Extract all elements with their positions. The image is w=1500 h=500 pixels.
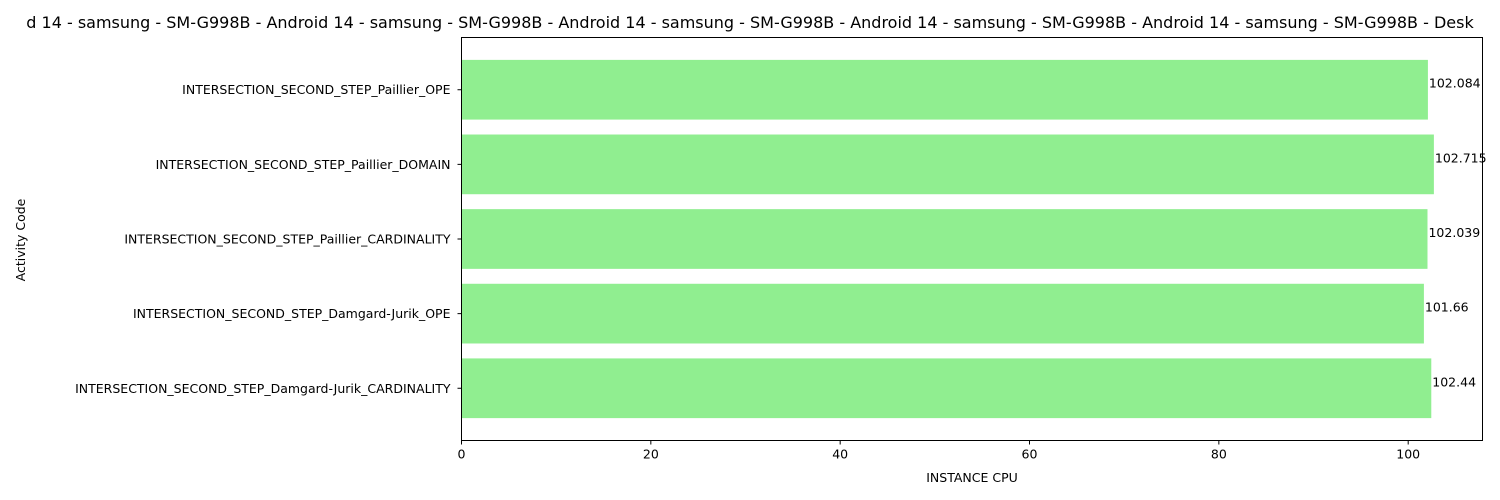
x-tick-label-4: 80 [1211,447,1227,462]
y-axis-title: Activity Code [13,198,28,281]
chart-title: d 14 - samsung - SM-G998B - Android 14 -… [26,13,1474,32]
x-axis-ticks: 0 20 40 60 80 100 [458,440,1420,462]
bars-group [461,59,1434,419]
data-label-2: 102.039 [1428,225,1480,240]
x-tick-label-5: 100 [1396,447,1420,462]
x-tick-label-1: 20 [643,447,659,462]
x-tick-label-0: 0 [458,447,466,462]
data-label-1: 102.715 [1435,150,1487,165]
data-labels-group: 102.084 102.715 102.039 101.66 102.44 [1425,76,1487,390]
x-axis-title: INSTANCE CPU [926,470,1018,485]
category-label-4: INTERSECTION_SECOND_STEP_Damgard-Jurik_C… [75,381,451,396]
bar-3 [461,283,1424,344]
bar-4 [461,358,1432,419]
category-label-0: INTERSECTION_SECOND_STEP_Paillier_OPE [182,82,450,97]
bar-1 [461,134,1434,195]
data-label-4: 102.44 [1432,374,1476,389]
plot-frame [461,37,1483,441]
bar-0 [461,59,1428,120]
y-axis-ticks: INTERSECTION_SECOND_STEP_Paillier_OPE INT… [75,82,462,396]
data-label-0: 102.084 [1429,76,1481,91]
x-tick-label-2: 40 [832,447,848,462]
category-label-2: INTERSECTION_SECOND_STEP_Paillier_CARDIN… [124,232,451,247]
category-label-1: INTERSECTION_SECOND_STEP_Paillier_DOMAIN [156,157,451,172]
x-tick-label-3: 60 [1022,447,1038,462]
data-label-3: 101.66 [1425,300,1469,315]
category-label-3: INTERSECTION_SECOND_STEP_Damgard-Jurik_O… [133,306,451,321]
bar-2 [461,209,1428,269]
